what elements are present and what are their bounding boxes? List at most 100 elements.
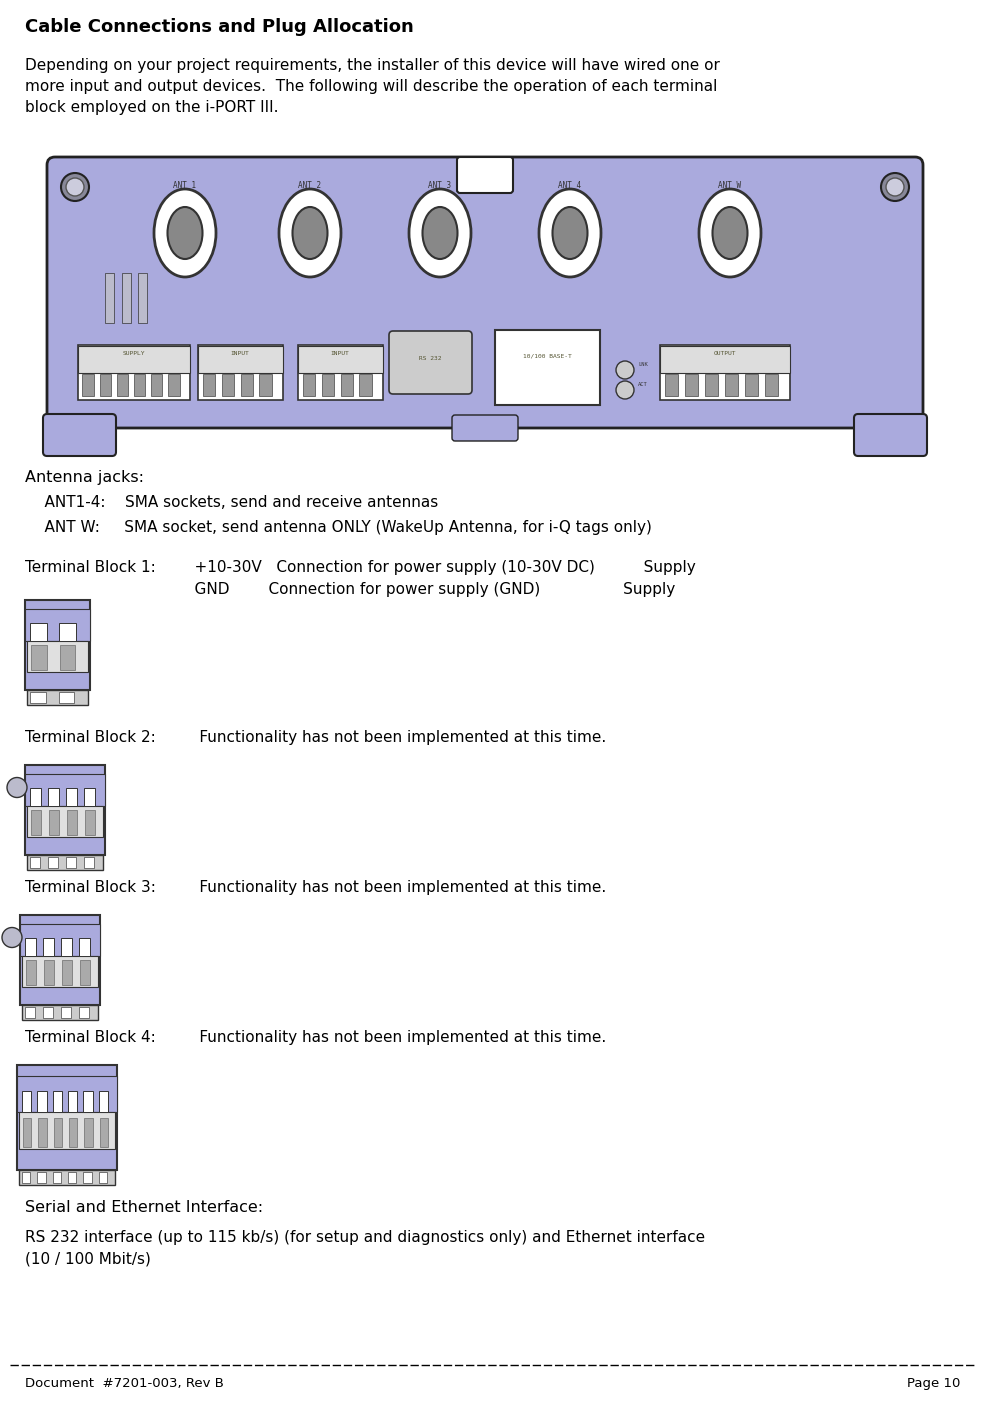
Bar <box>19 1113 115 1150</box>
Bar <box>138 273 147 324</box>
Bar <box>37 1172 45 1183</box>
Text: RS 232: RS 232 <box>419 356 441 362</box>
Bar <box>298 346 383 373</box>
Bar <box>61 1007 71 1019</box>
Bar <box>25 937 35 955</box>
Text: LNK: LNK <box>638 363 648 367</box>
Bar <box>84 857 94 868</box>
Bar <box>302 374 315 395</box>
Text: ANT1-4:    SMA sockets, send and receive antennas: ANT1-4: SMA sockets, send and receive an… <box>25 495 438 509</box>
Text: ANT 4: ANT 4 <box>558 182 581 190</box>
Bar <box>48 788 59 805</box>
Bar <box>84 788 95 805</box>
Bar <box>69 1117 78 1147</box>
Bar <box>62 960 72 985</box>
Bar <box>745 374 758 395</box>
FancyBboxPatch shape <box>854 414 927 456</box>
Bar <box>58 622 76 640</box>
Bar <box>25 774 105 805</box>
Bar <box>27 689 88 705</box>
Circle shape <box>616 381 634 400</box>
Bar <box>66 788 77 805</box>
Bar <box>30 622 47 640</box>
Bar <box>19 1171 115 1185</box>
Bar <box>25 609 90 640</box>
Bar <box>99 374 110 395</box>
Bar <box>48 857 58 868</box>
Bar <box>22 1092 32 1113</box>
Text: Functionality has not been implemented at this time.: Functionality has not been implemented a… <box>175 1030 606 1045</box>
Circle shape <box>66 179 84 196</box>
Bar <box>495 331 600 405</box>
Bar <box>20 915 100 1005</box>
Bar <box>30 788 40 805</box>
Text: Antenna jacks:: Antenna jacks: <box>25 470 144 485</box>
Text: Page 10: Page 10 <box>906 1377 960 1390</box>
Bar <box>665 374 678 395</box>
Bar <box>85 1117 93 1147</box>
Bar <box>53 1117 62 1147</box>
Circle shape <box>886 179 904 196</box>
Bar <box>52 1172 61 1183</box>
Text: Functionality has not been implemented at this time.: Functionality has not been implemented a… <box>175 730 606 744</box>
Ellipse shape <box>699 189 761 277</box>
Text: Terminal Block 2:: Terminal Block 2: <box>25 730 156 744</box>
Bar <box>61 937 72 955</box>
Bar <box>43 1007 53 1019</box>
Bar <box>105 273 114 324</box>
Bar <box>30 857 40 868</box>
Bar <box>22 955 98 986</box>
Ellipse shape <box>154 189 216 277</box>
Bar <box>25 599 90 689</box>
Text: INPUT: INPUT <box>230 350 249 356</box>
Bar <box>68 1092 77 1113</box>
Bar <box>298 345 383 400</box>
Text: +10-30V   Connection for power supply (10-30V DC)          Supply: +10-30V Connection for power supply (10-… <box>175 560 695 575</box>
Text: INPUT: INPUT <box>331 350 350 356</box>
Bar <box>341 374 353 395</box>
Text: ACT: ACT <box>638 383 648 387</box>
Text: Terminal Block 4:: Terminal Block 4: <box>25 1030 156 1045</box>
Ellipse shape <box>167 207 203 259</box>
Bar <box>84 1172 92 1183</box>
Bar <box>83 374 94 395</box>
Bar <box>765 374 778 395</box>
Bar <box>222 374 233 395</box>
Bar <box>198 346 283 373</box>
Ellipse shape <box>293 207 327 259</box>
Text: Cable Connections and Plug Allocation: Cable Connections and Plug Allocation <box>25 18 414 37</box>
Bar <box>705 374 718 395</box>
Bar <box>22 1172 31 1183</box>
Bar <box>43 937 54 955</box>
Bar <box>22 1005 98 1020</box>
FancyBboxPatch shape <box>43 414 116 456</box>
Bar <box>79 937 90 955</box>
Text: SUPPLY: SUPPLY <box>123 350 145 356</box>
Bar <box>198 345 283 400</box>
Text: ANT W:     SMA socket, send antenna ONLY (WakeUp Antenna, for i-Q tags only): ANT W: SMA socket, send antenna ONLY (Wa… <box>25 521 652 535</box>
FancyBboxPatch shape <box>452 415 518 440</box>
Bar <box>31 644 46 670</box>
Bar <box>31 810 41 836</box>
Bar <box>20 924 100 955</box>
FancyBboxPatch shape <box>457 158 513 193</box>
Ellipse shape <box>409 189 471 277</box>
Bar <box>38 1117 46 1147</box>
Bar <box>58 692 74 704</box>
Bar <box>360 374 371 395</box>
Bar <box>660 345 790 400</box>
Bar <box>322 374 334 395</box>
FancyBboxPatch shape <box>47 158 923 428</box>
Text: Terminal Block 1:: Terminal Block 1: <box>25 560 156 575</box>
Text: Serial and Ethernet Interface:: Serial and Ethernet Interface: <box>25 1200 263 1216</box>
Circle shape <box>61 173 89 201</box>
Text: OUTPUT: OUTPUT <box>714 350 736 356</box>
Ellipse shape <box>712 207 748 259</box>
Ellipse shape <box>279 189 341 277</box>
Bar <box>80 960 90 985</box>
Bar <box>79 1007 89 1019</box>
Text: Terminal Block 3:: Terminal Block 3: <box>25 879 156 895</box>
Bar <box>52 1092 62 1113</box>
FancyBboxPatch shape <box>389 331 472 394</box>
Bar <box>152 374 163 395</box>
